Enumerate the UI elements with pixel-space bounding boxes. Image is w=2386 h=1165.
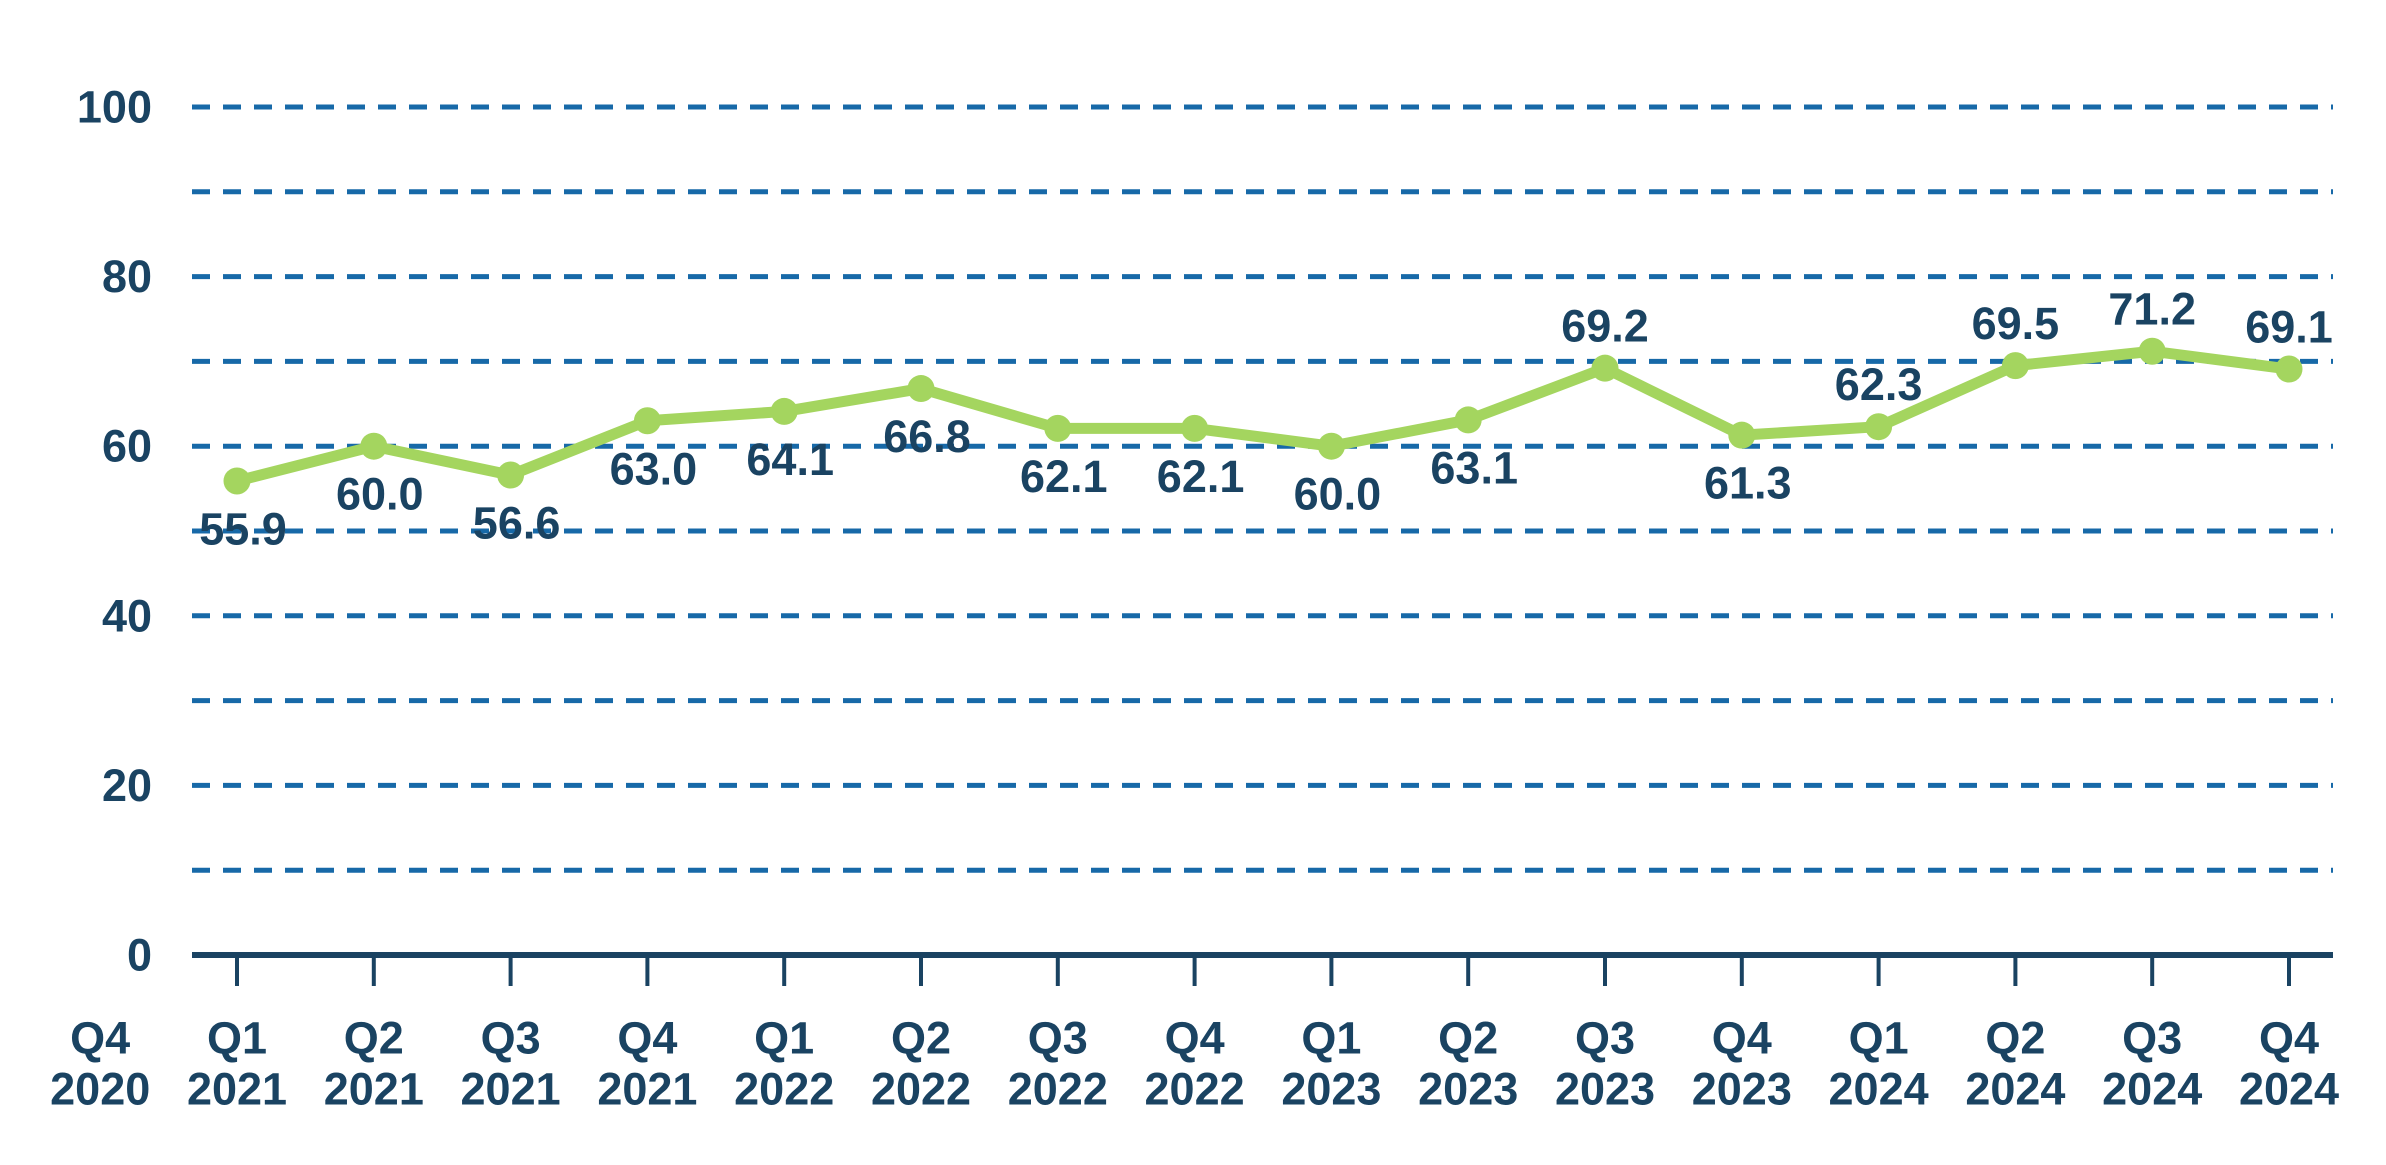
x-axis-label-quarter: Q1 <box>1849 1013 1909 1064</box>
x-axis-label-year: 2023 <box>1692 1064 1792 1115</box>
y-axis-label: 40 <box>102 590 152 641</box>
x-axis-label-quarter: Q4 <box>2259 1013 2319 1064</box>
x-axis-label-quarter: Q3 <box>2122 1013 2182 1064</box>
data-point-label: 63.1 <box>1430 442 1518 493</box>
data-point-label: 64.1 <box>746 434 834 485</box>
x-axis-label-year: 2022 <box>1008 1064 1108 1115</box>
x-axis-label-year: 2021 <box>461 1064 561 1115</box>
x-axis-label-year: 2023 <box>1555 1064 1655 1115</box>
data-point-marker <box>1865 413 1893 441</box>
x-axis-label-quarter: Q4 <box>617 1013 677 1064</box>
y-axis-label: 60 <box>102 421 152 472</box>
data-point-label: 69.1 <box>2245 302 2333 353</box>
y-axis-label: 100 <box>77 82 152 133</box>
data-point-label: 71.2 <box>2108 284 2196 335</box>
x-axis-label-quarter: Q2 <box>344 1013 404 1064</box>
data-point-label: 55.9 <box>199 503 287 554</box>
x-axis-label-quarter: Q4 <box>1712 1013 1772 1064</box>
x-axis-label-year: 2023 <box>1281 1064 1381 1115</box>
y-axis-label: 20 <box>102 760 152 811</box>
data-point-marker <box>1181 414 1209 442</box>
data-point-label: 66.8 <box>883 411 971 462</box>
x-axis-label-year: 2024 <box>2102 1064 2202 1115</box>
data-point-label: 69.2 <box>1561 301 1649 352</box>
x-axis-label-quarter: Q3 <box>1575 1013 1635 1064</box>
x-axis-label-year: 2024 <box>1965 1064 2065 1115</box>
data-point-marker <box>497 461 525 489</box>
data-point-label: 60.0 <box>1294 469 1382 520</box>
data-point-marker <box>1728 421 1756 449</box>
x-axis-label-year: 2021 <box>324 1064 424 1115</box>
data-point-marker <box>633 407 661 435</box>
data-point-marker <box>2275 355 2303 383</box>
data-point-marker <box>223 467 251 495</box>
x-axis-label-quarter: Q1 <box>207 1013 267 1064</box>
y-axis-label: 80 <box>102 251 152 302</box>
data-point-marker <box>1044 414 1072 442</box>
data-point-marker <box>2138 337 2166 365</box>
data-point-marker <box>770 397 798 425</box>
data-point-label: 62.1 <box>1020 451 1108 502</box>
x-axis-label-year: 2022 <box>1145 1064 1245 1115</box>
x-axis-label-year: 2024 <box>2239 1064 2339 1115</box>
x-axis-label-year: 2020 <box>50 1064 150 1115</box>
data-point-label: 56.6 <box>473 498 561 549</box>
x-axis-label-quarter: Q1 <box>1301 1013 1361 1064</box>
x-axis-label-quarter: Q2 <box>1985 1013 2045 1064</box>
data-point-label: 62.3 <box>1835 359 1923 410</box>
x-axis-label-quarter: Q4 <box>70 1013 130 1064</box>
x-axis-label-year: 2023 <box>1418 1064 1518 1115</box>
data-point-marker <box>1454 406 1482 434</box>
x-axis-label-quarter: Q1 <box>754 1013 814 1064</box>
x-axis-label-quarter: Q2 <box>891 1013 951 1064</box>
data-point-marker <box>360 432 388 460</box>
x-axis-label-quarter: Q2 <box>1438 1013 1498 1064</box>
data-point-marker <box>1317 432 1345 460</box>
data-point-marker <box>2001 352 2029 380</box>
x-axis-label-year: 2022 <box>871 1064 971 1115</box>
data-point-label: 63.0 <box>610 443 698 494</box>
y-axis-label: 0 <box>127 930 152 981</box>
x-axis-label-year: 2024 <box>1829 1064 1929 1115</box>
data-point-label: 62.1 <box>1157 451 1245 502</box>
data-point-label: 61.3 <box>1704 458 1792 509</box>
x-axis-label-quarter: Q3 <box>1028 1013 1088 1064</box>
data-point-label: 69.5 <box>1972 298 2060 349</box>
x-axis-label-quarter: Q4 <box>1165 1013 1225 1064</box>
x-axis-label-year: 2021 <box>187 1064 287 1115</box>
x-axis-label-year: 2022 <box>734 1064 834 1115</box>
x-axis-label-year: 2021 <box>597 1064 697 1115</box>
x-axis-label-quarter: Q3 <box>481 1013 541 1064</box>
data-point-label: 60.0 <box>336 469 424 520</box>
data-point-marker <box>907 375 935 403</box>
data-line <box>231 345 2295 487</box>
data-point-marker <box>1591 354 1619 382</box>
